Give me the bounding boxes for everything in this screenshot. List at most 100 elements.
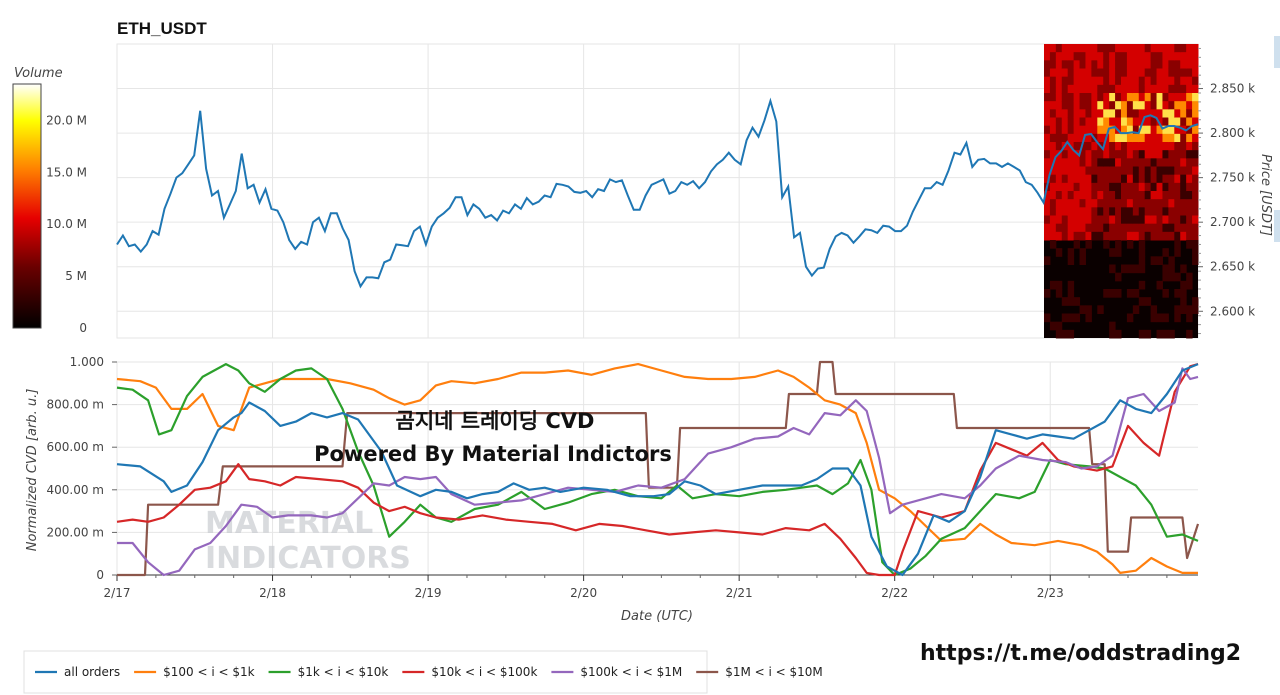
heatmap-cell bbox=[1067, 313, 1075, 323]
heatmap-cell bbox=[1174, 207, 1181, 216]
heatmap-cell bbox=[1186, 207, 1193, 216]
heatmap-cell bbox=[1144, 109, 1152, 118]
heatmap-cell bbox=[1044, 166, 1051, 176]
heatmap-cell bbox=[1067, 329, 1075, 339]
heatmap-cell bbox=[1121, 199, 1128, 208]
heatmap-cell bbox=[1067, 52, 1075, 61]
heatmap-cell bbox=[1061, 191, 1069, 200]
heatmap-cell bbox=[1103, 191, 1110, 200]
heatmap-cell bbox=[1049, 133, 1057, 143]
heatmap-cell bbox=[1192, 297, 1199, 306]
heatmap-cell bbox=[1126, 207, 1134, 216]
heatmap-cell bbox=[1097, 199, 1104, 208]
heatmap-cell bbox=[1126, 199, 1134, 208]
heatmap-cell bbox=[1115, 60, 1122, 69]
heatmap-cell bbox=[1174, 93, 1181, 102]
orderbook-heatmap bbox=[1044, 44, 1199, 339]
heatmap-cell bbox=[1061, 76, 1069, 86]
heatmap-cell bbox=[1049, 125, 1057, 135]
heatmap-cell bbox=[1156, 329, 1163, 339]
heatmap-cell bbox=[1061, 117, 1069, 127]
legend-item-label[interactable]: $10k < i < $100k bbox=[431, 665, 537, 679]
heatmap-cell bbox=[1055, 174, 1063, 184]
scroll-tab-top[interactable] bbox=[1274, 36, 1280, 68]
cvd-gridlines bbox=[116, 361, 1198, 576]
heatmap-cell bbox=[1085, 240, 1092, 249]
heatmap-cell bbox=[1138, 207, 1146, 216]
heatmap-cell bbox=[1049, 44, 1057, 53]
legend-item-label[interactable]: $1k < i < $10k bbox=[298, 665, 389, 679]
heatmap-cell bbox=[1126, 52, 1134, 61]
cvd-axis-label: Normalized CVD [arb. u.] bbox=[25, 389, 40, 552]
heatmap-cell bbox=[1073, 68, 1081, 78]
heatmap-cell bbox=[1103, 125, 1110, 135]
heatmap-cell bbox=[1192, 207, 1199, 216]
heatmap-cell bbox=[1150, 256, 1158, 265]
heatmap-cell bbox=[1061, 329, 1069, 339]
heatmap-cell bbox=[1126, 76, 1134, 86]
heatmap-cell bbox=[1144, 117, 1152, 127]
heatmap-cell bbox=[1186, 68, 1193, 78]
heatmap-cell bbox=[1055, 182, 1063, 192]
scroll-tab-mid[interactable] bbox=[1274, 210, 1280, 242]
heatmap-cell bbox=[1115, 101, 1122, 110]
heatmap-cell bbox=[1073, 174, 1081, 184]
heatmap-cell bbox=[1049, 68, 1057, 78]
heatmap-cell bbox=[1132, 231, 1140, 241]
heatmap-cell bbox=[1049, 93, 1057, 102]
heatmap-cell bbox=[1115, 199, 1122, 208]
heatmap-cell bbox=[1091, 125, 1098, 135]
heatmap-cell bbox=[1156, 142, 1163, 151]
heatmap-cell bbox=[1067, 297, 1075, 306]
heatmap-cell bbox=[1132, 191, 1140, 200]
heatmap-cell bbox=[1085, 166, 1092, 176]
heatmap-cell bbox=[1115, 223, 1122, 233]
heatmap-cell bbox=[1121, 215, 1128, 225]
telegram-url[interactable]: https://t.me/oddstrading2 bbox=[920, 641, 1241, 666]
overlay-powered-by: Powered By Material Indictors bbox=[314, 442, 672, 466]
legend-item-label[interactable]: $100 < i < $1k bbox=[163, 665, 255, 679]
heatmap-cell bbox=[1085, 305, 1092, 314]
legend-item-label[interactable]: $100k < i < $1M bbox=[580, 665, 682, 679]
heatmap-cell bbox=[1174, 150, 1181, 159]
heatmap-cell bbox=[1091, 60, 1098, 69]
heatmap-cell bbox=[1174, 305, 1181, 314]
legend-item-label[interactable]: all orders bbox=[64, 665, 120, 679]
heatmap-cell bbox=[1150, 93, 1158, 102]
heatmap-cell bbox=[1162, 272, 1169, 282]
heatmap-cell bbox=[1049, 207, 1057, 216]
heatmap-cell bbox=[1079, 93, 1086, 102]
heatmap-cell bbox=[1180, 60, 1187, 69]
heatmap-cell bbox=[1144, 166, 1152, 176]
heatmap-cell bbox=[1132, 76, 1140, 86]
heatmap-cell bbox=[1132, 182, 1140, 192]
heatmap-cell bbox=[1168, 93, 1175, 102]
heatmap-cell bbox=[1132, 101, 1140, 110]
price-series bbox=[116, 97, 1199, 289]
cvd-line-2 bbox=[116, 363, 1199, 577]
heatmap-cell bbox=[1044, 142, 1051, 151]
heatmap-cell bbox=[1150, 109, 1158, 118]
heatmap-cell bbox=[1109, 223, 1116, 233]
heatmap-cell bbox=[1067, 158, 1075, 167]
heatmap-cell bbox=[1097, 207, 1104, 216]
heatmap-cell bbox=[1186, 329, 1193, 339]
heatmap-cell bbox=[1044, 93, 1051, 102]
heatmap-cell bbox=[1186, 133, 1193, 143]
heatmap-cell bbox=[1132, 109, 1140, 118]
heatmap-cell bbox=[1103, 93, 1110, 102]
heatmap-cell bbox=[1144, 207, 1152, 216]
heatmap-cell bbox=[1180, 93, 1187, 102]
heatmap-cell bbox=[1044, 231, 1051, 241]
heatmap-cell bbox=[1121, 207, 1128, 216]
heatmap-cell bbox=[1132, 84, 1140, 94]
heatmap-cell bbox=[1144, 231, 1152, 241]
heatmap-cell bbox=[1174, 231, 1181, 241]
date-tick-label: 2/21 bbox=[726, 586, 753, 600]
heatmap-cell bbox=[1174, 289, 1181, 298]
heatmap-cell bbox=[1097, 191, 1104, 200]
heatmap-cell bbox=[1162, 158, 1169, 167]
heatmap-cell bbox=[1138, 231, 1146, 241]
heatmap-cell bbox=[1049, 84, 1057, 94]
legend-item-label[interactable]: $1M < i < $10M bbox=[725, 665, 823, 679]
